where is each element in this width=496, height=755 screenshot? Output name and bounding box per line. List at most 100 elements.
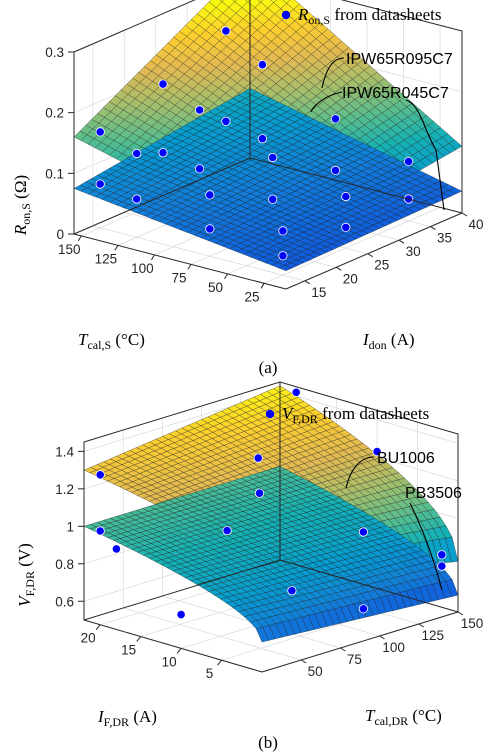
- datasheet-point: [268, 152, 278, 163]
- x-tick-label: 20: [81, 631, 96, 646]
- datasheet-point: [330, 165, 341, 175]
- surfaces-b: [83, 385, 459, 643]
- y-tick: [379, 635, 385, 640]
- x-tick-label: 50: [208, 280, 223, 295]
- y-axis-line: [285, 212, 463, 290]
- y-tick: [398, 239, 405, 244]
- x-tick: [260, 283, 265, 289]
- datasheet-point: [111, 544, 122, 554]
- y-tick: [457, 611, 464, 616]
- datasheet-point: [403, 156, 414, 166]
- z-tick-label: 0.6: [55, 594, 74, 609]
- x-tick: [114, 245, 119, 251]
- datasheet-point: [278, 251, 288, 261]
- datasheet-point: [358, 527, 368, 537]
- y-tick-label: 35: [437, 231, 452, 246]
- datasheet-point: [330, 114, 341, 124]
- datasheet-point: [95, 179, 105, 189]
- datasheet-point: [195, 164, 205, 174]
- y-tick-label: 40: [468, 217, 483, 232]
- surface-cell: [232, 0, 237, 2]
- y-tick-label: 30: [406, 244, 421, 259]
- x-tick: [176, 648, 182, 654]
- x-tick: [136, 636, 142, 642]
- surface-cell: [282, 0, 291, 4]
- gridline-y: [92, 225, 305, 282]
- z-tick-label: 1.2: [55, 482, 74, 497]
- y-tick: [336, 266, 342, 271]
- y-axis-label-b: Tcal,DR (°C): [365, 706, 442, 728]
- ticks-a: 25 50 75 100 125 150 15 20 25 30 35 40 0 0.1 0.2 0.3: [45, 45, 483, 304]
- side-wall: [249, 0, 463, 214]
- x-tick-label: 150: [58, 242, 81, 257]
- series-label-a-1: IPW65R045C7: [342, 85, 449, 102]
- datasheet-point: [205, 224, 215, 234]
- x-tick-label: 10: [162, 654, 177, 669]
- datasheet-point: [221, 26, 231, 36]
- panel-caption-a: (a): [259, 358, 278, 377]
- datasheet-point: [287, 586, 297, 596]
- datasheet-point: [205, 190, 215, 200]
- x-tick: [95, 624, 101, 631]
- surface-cell: [219, 0, 224, 2]
- annotation-leader-a-2: [405, 99, 445, 211]
- datasheet-point: [341, 191, 351, 202]
- x-axis-label-b: IF,DR (A): [97, 707, 157, 729]
- surface-cell: [278, 265, 293, 271]
- datasheet-point: [253, 453, 263, 463]
- z-tick-label: 0.8: [55, 557, 74, 572]
- y-tick: [340, 647, 346, 652]
- y-tick: [418, 623, 425, 628]
- x-tick-label: 15: [121, 643, 136, 658]
- datasheet-point: [437, 550, 447, 560]
- y-tick-label: 125: [422, 628, 445, 643]
- series-label-b-1: PB3506: [405, 485, 462, 502]
- gridline-x: [263, 206, 441, 284]
- z-axis-label-b: VF,DR (V): [15, 543, 37, 607]
- panel-b: 5 10 15 20 50 75 100 125 150 0.6 0.8 1 1.2 1.4 VF,DR …: [15, 381, 484, 752]
- datasheet-point: [95, 526, 105, 536]
- y-tick-label: 15: [311, 285, 326, 300]
- annotation-leader-a-0: [321, 57, 345, 89]
- surface-cell: [270, 0, 277, 3]
- y-tick: [430, 226, 436, 231]
- datasheet-points-a: [95, 26, 414, 261]
- datasheet-point: [222, 525, 232, 536]
- y-tick: [367, 253, 373, 258]
- x-tick: [224, 273, 228, 280]
- legend-marker-a: [281, 10, 291, 20]
- datasheet-point: [132, 194, 142, 204]
- datasheet-point: [195, 105, 205, 115]
- annotation-leader-a-1: [310, 91, 343, 113]
- datasheet-point: [158, 148, 168, 158]
- x-axis-label-a: Tcal,S (°C): [78, 330, 145, 352]
- x-tick-label: 100: [131, 261, 154, 276]
- y-tick: [461, 212, 468, 217]
- gridline-z: [279, 391, 459, 444]
- panel-a: 25 50 75 100 125 150 15 20 25 30 35 40 0 0.1 0.2 0.3 Ro…: [11, 0, 484, 377]
- x-tick-label: 75: [171, 270, 186, 285]
- datasheet-point: [341, 222, 351, 232]
- x-tick: [150, 254, 155, 261]
- datasheet-point: [95, 127, 105, 137]
- datasheet-point: [358, 604, 368, 614]
- series-label-a-0: IPW65R095C7: [346, 51, 453, 68]
- y-tick-label: 20: [343, 271, 358, 286]
- datasheet-point: [278, 226, 288, 236]
- datasheet-point: [268, 194, 278, 204]
- z-tick-label: 1: [66, 519, 74, 534]
- x-tick-label: 5: [206, 666, 214, 681]
- x-tick-label: 25: [245, 289, 260, 304]
- y-tick-label: 150: [461, 616, 484, 631]
- gridline-y: [123, 607, 302, 661]
- y-tick-label: 50: [308, 664, 323, 679]
- y-tick-label: 25: [374, 258, 389, 273]
- legend-marker-b: [265, 409, 275, 419]
- datasheet-point: [254, 488, 265, 498]
- datasheet-point: [132, 148, 142, 159]
- x-axis-line: [73, 233, 287, 290]
- surface-cell: [245, 0, 250, 3]
- z-axis-label-a: Ron,S (Ω): [11, 175, 33, 236]
- datasheet-point: [291, 387, 301, 397]
- series-label-b-0: BU1006: [377, 450, 435, 467]
